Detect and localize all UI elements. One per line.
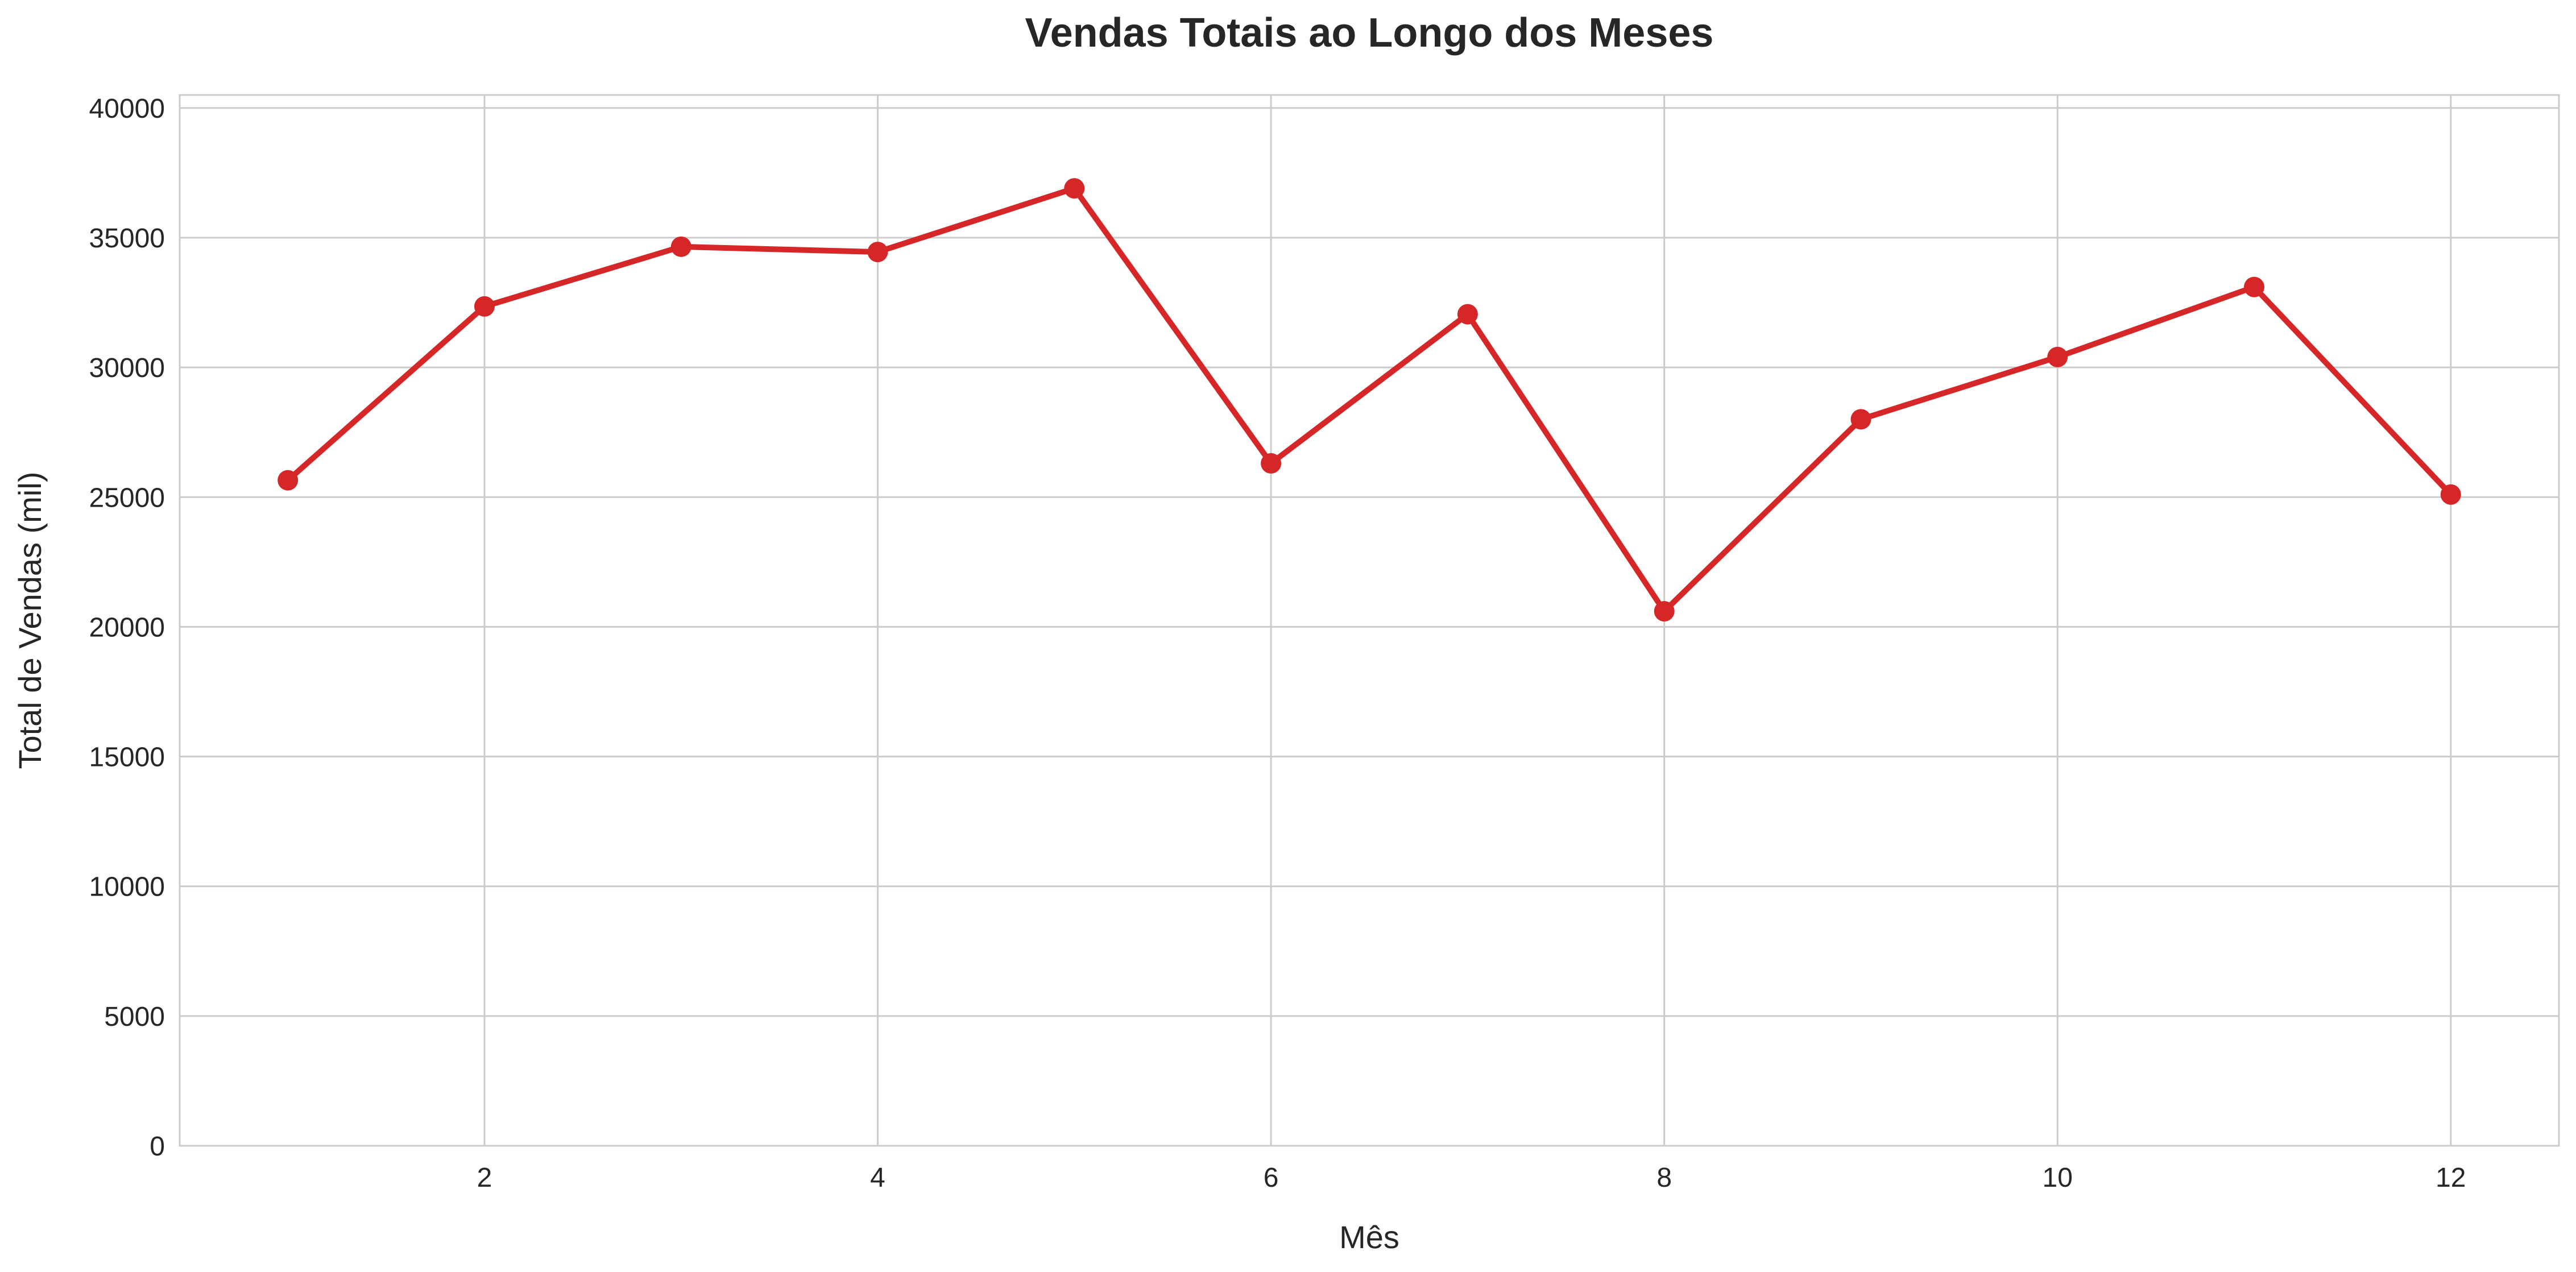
y-tick-label: 10000	[89, 872, 165, 902]
plot-frame	[179, 94, 2560, 1147]
y-tick-label: 25000	[89, 483, 165, 513]
data-point	[1064, 178, 1085, 199]
data-point	[1850, 409, 1871, 430]
y-tick-label: 30000	[89, 353, 165, 383]
data-point	[1457, 304, 1478, 325]
data-point	[867, 242, 888, 263]
y-tick-label: 20000	[89, 612, 165, 643]
data-point	[2244, 276, 2264, 297]
series-line	[285, 185, 2454, 614]
y-tick-label: 35000	[89, 223, 165, 254]
data-point	[278, 470, 299, 491]
data-point	[1261, 453, 1282, 474]
x-tick-label: 12	[2436, 1163, 2466, 1193]
y-tick-label: 15000	[89, 743, 165, 773]
chart-title: Vendas Totais ao Longo dos Meses	[1025, 10, 1714, 56]
x-tick-label: 8	[1656, 1163, 1672, 1193]
data-point	[2047, 346, 2068, 367]
x-tick-label: 10	[2043, 1163, 2073, 1193]
data-point	[670, 236, 691, 257]
data-point	[474, 296, 495, 317]
y-tick-label: 0	[150, 1132, 165, 1162]
x-axis-label: Mês	[1339, 1219, 1399, 1255]
data-series	[278, 178, 2461, 622]
y-axis-label: Total de Vendas (mil)	[12, 472, 48, 769]
x-tick-label: 4	[870, 1163, 885, 1193]
data-point	[2440, 484, 2461, 505]
x-tick-label: 6	[1264, 1163, 1279, 1193]
data-point	[1654, 601, 1675, 622]
grid-lines	[180, 95, 2559, 1147]
y-tick-label: 40000	[89, 94, 165, 124]
tick-labels: 0 5000 10000 15000 20000 25000 30000 35000 40000…	[89, 94, 2466, 1193]
x-tick-label: 2	[477, 1163, 492, 1193]
y-tick-label: 5000	[104, 1002, 165, 1032]
